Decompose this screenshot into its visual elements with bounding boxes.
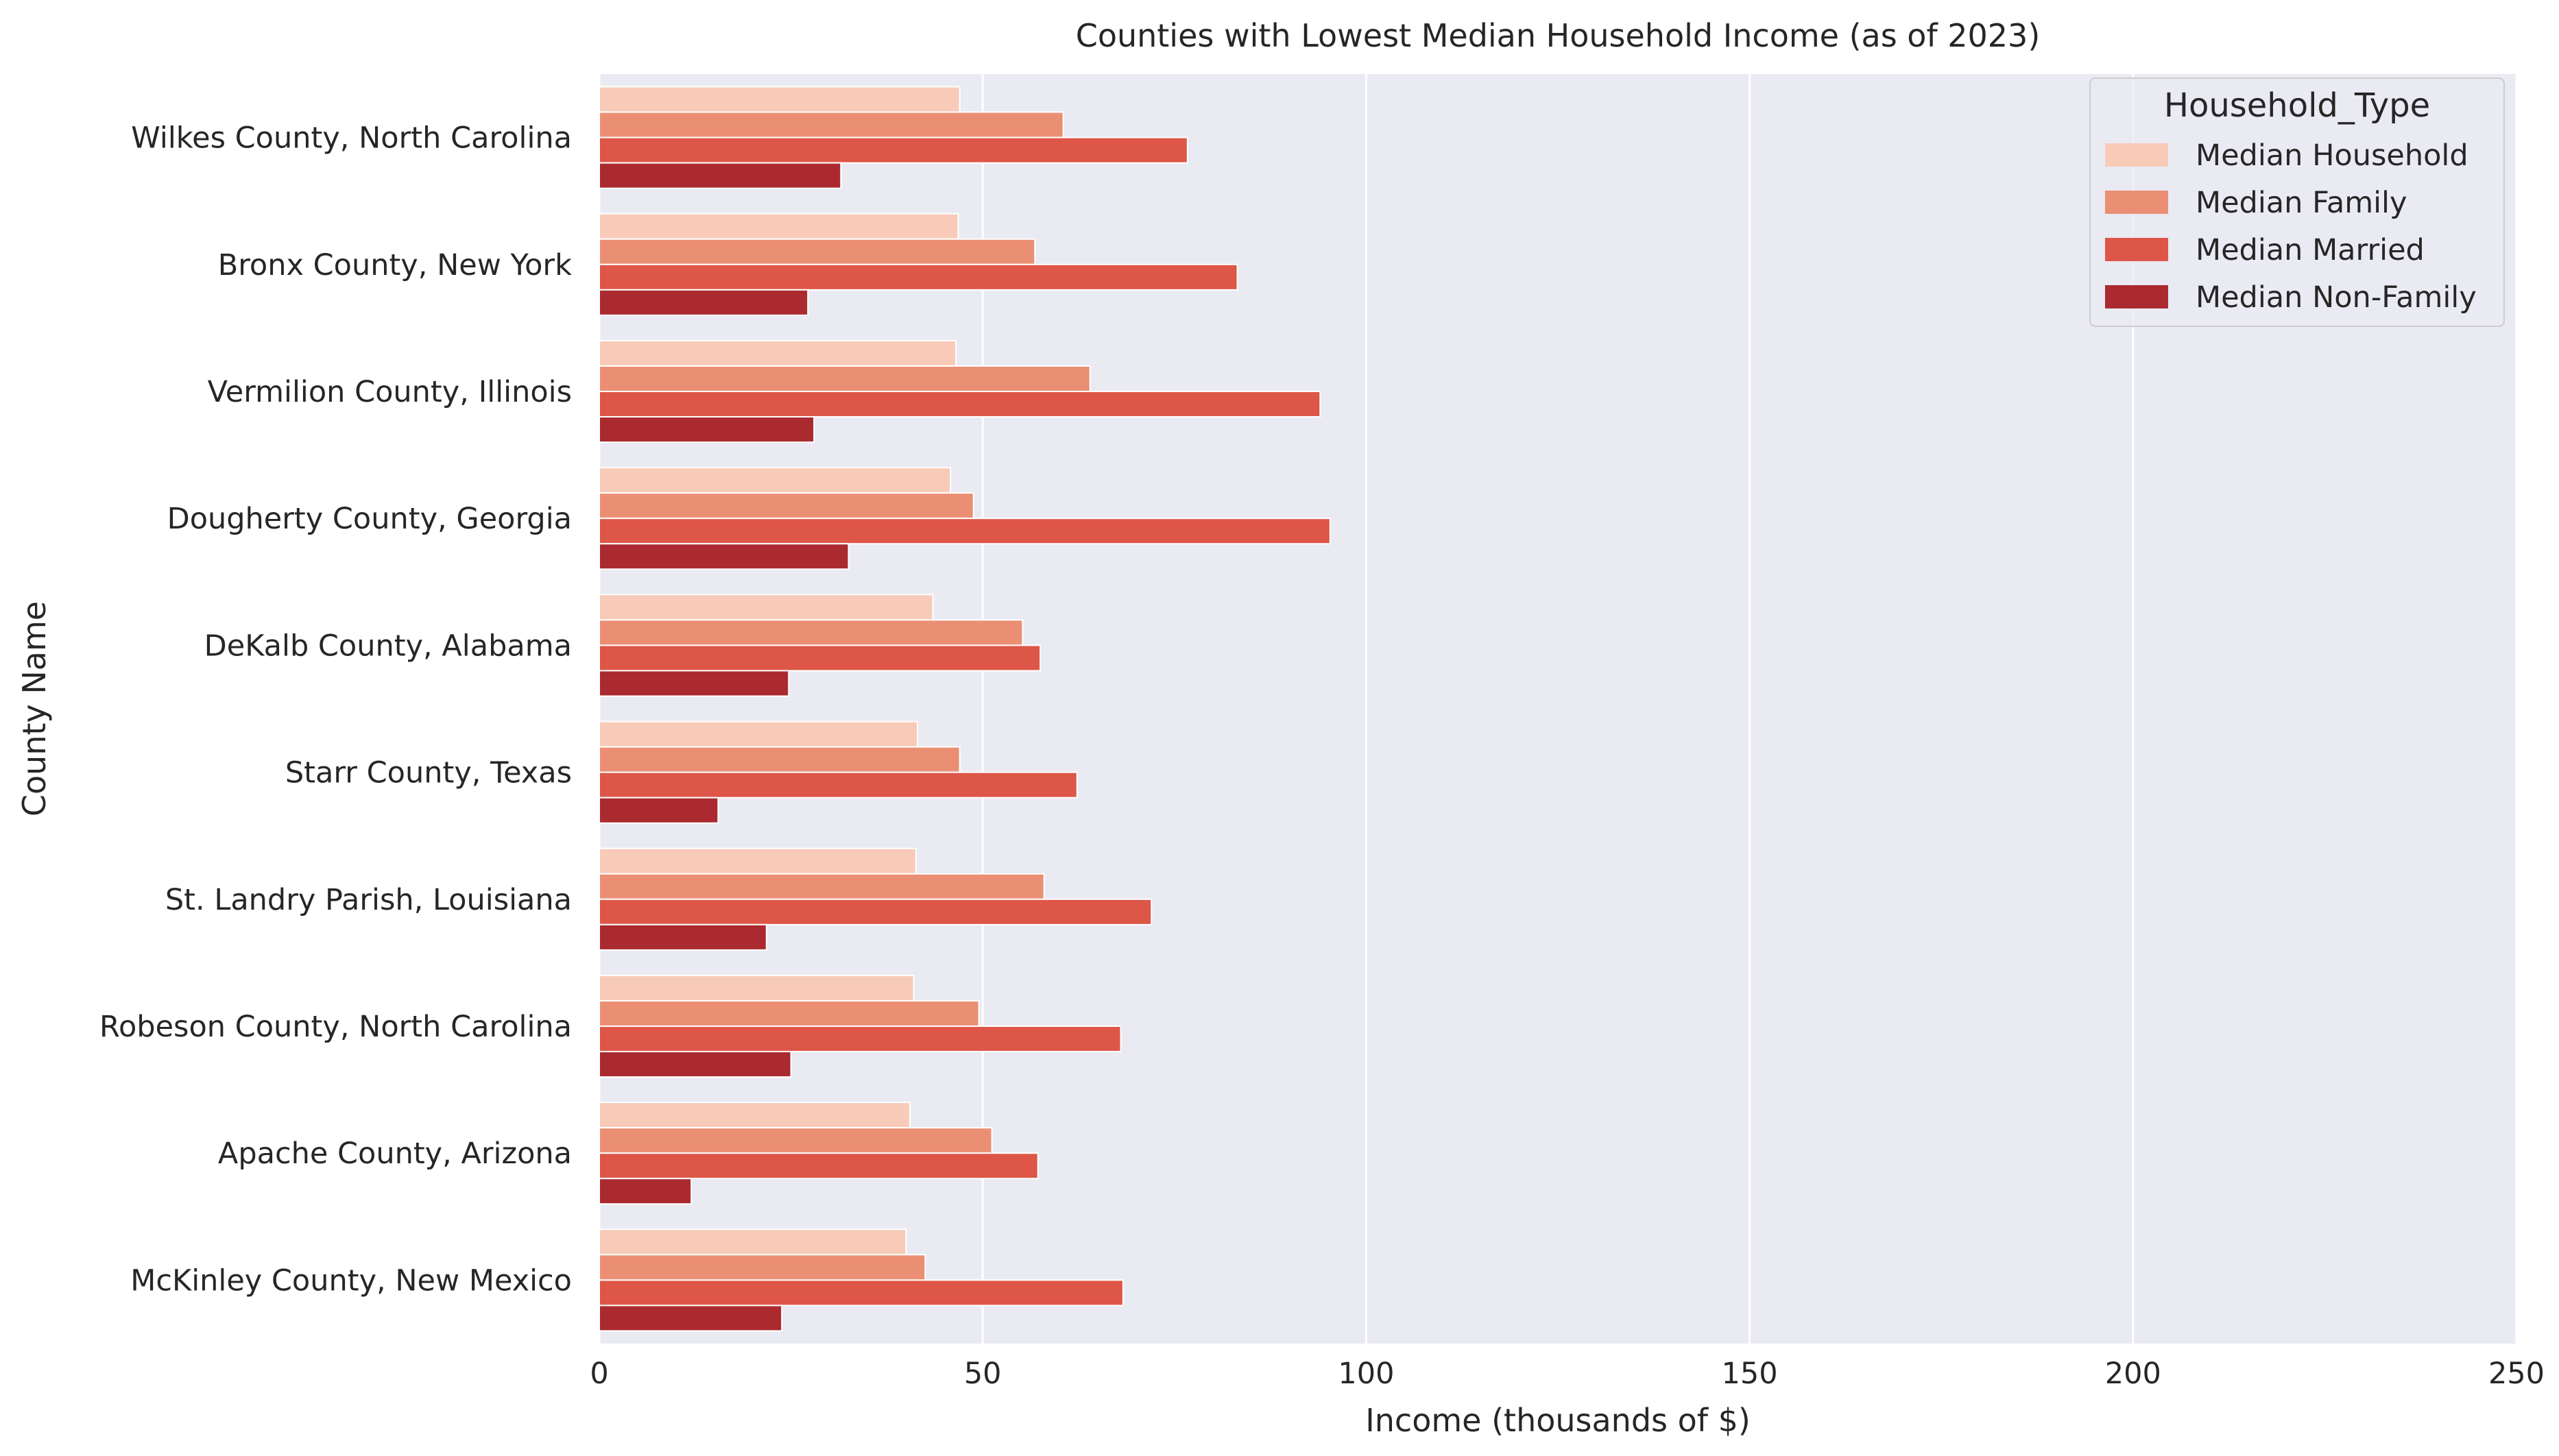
y-tick-label: DeKalb County, Alabama [204, 629, 572, 663]
bar [599, 746, 961, 773]
y-tick-label: St. Landry Parish, Louisiana [165, 883, 572, 917]
y-tick-label: Apache County, Arizona [218, 1137, 572, 1171]
legend-title: Household_Type [2164, 86, 2430, 125]
bar [599, 1127, 993, 1154]
bar [599, 238, 1036, 265]
bar [599, 771, 1078, 799]
bar [599, 543, 850, 570]
legend-items: Median Household Median Family Median Marr… [2105, 138, 2477, 315]
x-axis-label: Income (thousands of $) [1365, 1402, 1751, 1439]
bar [599, 720, 919, 748]
y-tick-label: Vermilion County, Illinois [208, 375, 572, 409]
legend-label: Median Household [2196, 138, 2468, 173]
bars [599, 86, 1331, 1332]
bar [599, 873, 1045, 900]
x-tick-label: 100 [1338, 1357, 1394, 1391]
bar [599, 467, 952, 494]
bar [599, 847, 917, 875]
bar [599, 518, 1331, 545]
y-tick-label: Wilkes County, North Carolina [131, 121, 572, 156]
bar [599, 1026, 1122, 1053]
bar [599, 111, 1064, 138]
bar [599, 1254, 926, 1281]
bar [599, 670, 790, 697]
x-tick-label: 0 [590, 1357, 608, 1391]
legend-label: Median Family [2196, 186, 2407, 220]
bar [599, 289, 809, 316]
bar [599, 1228, 907, 1256]
x-tick-labels: 0 50 100 150 200 250 [590, 1357, 2545, 1391]
legend: Household_Type Median Household Median Fa… [2089, 77, 2505, 327]
bar [599, 1102, 911, 1129]
bar [599, 492, 974, 520]
bar [599, 391, 1321, 418]
y-tick-label: McKinley County, New Mexico [130, 1263, 572, 1298]
bar [599, 1279, 1124, 1307]
bar [599, 999, 980, 1027]
x-tick-label: 200 [2105, 1357, 2161, 1391]
bar [599, 898, 1153, 925]
x-tick-label: 150 [1722, 1357, 1778, 1391]
x-tick-label: 250 [2488, 1357, 2545, 1391]
bar [599, 1305, 783, 1332]
bar [599, 365, 1091, 393]
bar [599, 416, 815, 444]
bar [599, 923, 767, 951]
bar [599, 644, 1042, 672]
legend-label: Median Non-Family [2196, 280, 2477, 315]
legend-swatch [2105, 143, 2168, 167]
bar [599, 619, 1024, 646]
bar [599, 1178, 693, 1205]
bar [599, 213, 959, 240]
y-tick-label: Robeson County, North Carolina [99, 1010, 572, 1044]
chart-title: Counties with Lowest Median Household In… [1076, 17, 2041, 54]
y-tick-labels: Wilkes County, North Carolina Bronx Count… [99, 121, 572, 1298]
legend-box [2089, 77, 2505, 327]
x-tick-label: 50 [964, 1357, 1002, 1391]
legend-swatch [2105, 191, 2168, 214]
bar [599, 136, 1188, 164]
bar [599, 1152, 1039, 1180]
bar [599, 797, 719, 824]
legend-swatch [2105, 285, 2168, 308]
bar [599, 86, 961, 113]
legend-label: Median Married [2196, 233, 2425, 267]
bar [599, 263, 1238, 291]
bar [599, 162, 842, 189]
bar [599, 974, 915, 1002]
bar [599, 594, 934, 621]
bar [599, 339, 957, 367]
y-tick-label: Starr County, Texas [285, 756, 572, 790]
y-tick-label: Bronx County, New York [218, 248, 572, 282]
y-tick-label: Dougherty County, Georgia [167, 502, 572, 536]
bar [599, 1051, 792, 1078]
legend-swatch [2105, 238, 2168, 261]
y-axis-label: County Name [16, 601, 53, 816]
